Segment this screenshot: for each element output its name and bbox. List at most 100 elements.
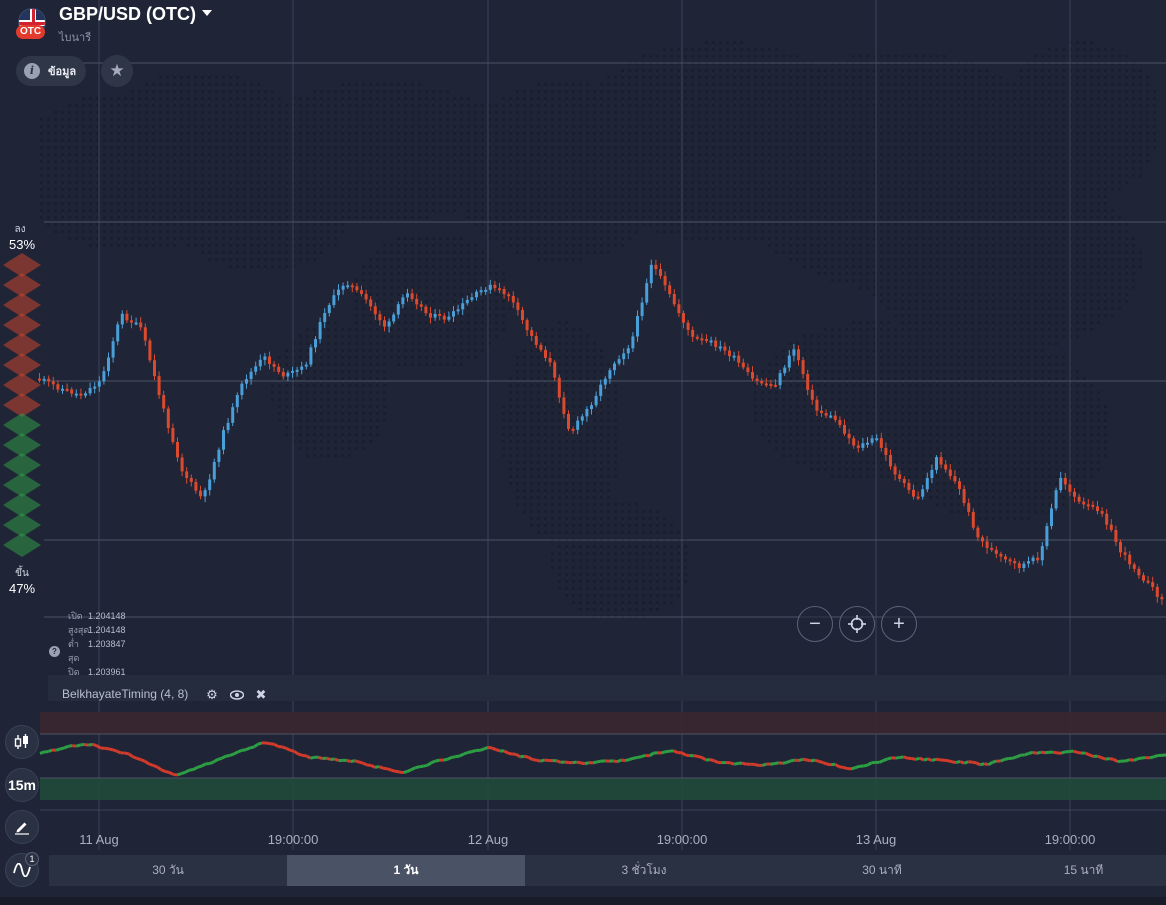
candle-body xyxy=(392,314,396,322)
ohlc-high-value: 1.204148 xyxy=(88,625,126,635)
oscillator-segment xyxy=(459,752,465,758)
candle-body xyxy=(737,355,741,363)
oscillator-segment xyxy=(88,742,93,747)
drawing-tools-button[interactable] xyxy=(5,810,39,844)
candle-body xyxy=(378,314,382,321)
oscillator-segment xyxy=(362,761,368,767)
candle-body xyxy=(705,338,708,341)
candle-body xyxy=(258,359,262,367)
favorite-button[interactable]: ★ xyxy=(101,55,133,87)
oscillator-segment xyxy=(483,745,489,751)
oscillator-segment xyxy=(520,754,525,759)
candle-body xyxy=(935,457,938,470)
candle-body xyxy=(1123,552,1127,555)
zoom-in-button[interactable]: + xyxy=(881,606,917,642)
candle-body xyxy=(162,395,166,409)
candle-body xyxy=(277,366,281,372)
eye-icon[interactable] xyxy=(229,688,245,702)
oscillator-segment xyxy=(564,760,569,765)
close-icon[interactable]: ✖ xyxy=(255,687,267,702)
oscillator-segment xyxy=(992,759,997,764)
period-15-minutes[interactable]: 15 นาที xyxy=(1063,863,1104,877)
candle-body xyxy=(323,313,327,322)
oscillator-segment xyxy=(584,761,590,766)
help-icon[interactable]: ? xyxy=(49,646,60,657)
oscillator-segment xyxy=(233,750,239,756)
sentiment-gauge-segment xyxy=(3,513,41,537)
candle-body xyxy=(180,457,184,472)
asset-selector[interactable]: GBP/USD (OTC) xyxy=(59,4,212,25)
x-axis-label: 12 Aug xyxy=(467,832,509,847)
oscillator-segment xyxy=(47,748,53,754)
candle-body xyxy=(626,348,630,354)
candle-body xyxy=(700,338,704,341)
candle-body xyxy=(65,388,69,391)
indicator-header xyxy=(48,675,1166,701)
oscillator-segment xyxy=(116,749,122,755)
oscillator-segment xyxy=(802,757,808,762)
candle-body xyxy=(419,304,423,307)
sentiment-gauge-segment xyxy=(3,353,41,377)
period-30-minutes[interactable]: 30 นาที xyxy=(862,863,902,877)
oscillator-segment xyxy=(947,759,953,764)
candle-body xyxy=(281,371,285,377)
oscillator-segment xyxy=(1084,751,1090,757)
timeframe-button[interactable]: 15m xyxy=(5,768,39,802)
candle-body xyxy=(433,313,437,318)
oscillator-segment xyxy=(189,768,194,772)
zoom-out-button[interactable]: − xyxy=(797,606,833,642)
chart-type-button[interactable] xyxy=(5,725,39,759)
oscillator-segment xyxy=(1036,750,1042,755)
candle-body xyxy=(166,408,170,429)
period-30-days[interactable]: 30 วัน xyxy=(152,863,184,877)
oscillator-segment xyxy=(1016,753,1022,759)
oscillator-segment xyxy=(963,760,969,765)
oscillator-segment xyxy=(435,758,440,763)
oscillator-segment xyxy=(680,751,687,757)
candle-body xyxy=(599,384,603,396)
info-button[interactable]: i ข้อมูล xyxy=(16,56,87,86)
x-axis-label: 11 Aug xyxy=(79,832,119,847)
plus-icon: + xyxy=(893,612,905,635)
candle-body xyxy=(70,389,74,394)
period-3-hours[interactable]: 3 ชั่วโมง xyxy=(621,863,667,877)
candle-body xyxy=(309,347,313,365)
oscillator-segment xyxy=(293,750,300,756)
oscillator-oversold-band xyxy=(40,778,1166,800)
oscillator-segment xyxy=(374,765,380,769)
oscillator-segment xyxy=(822,761,828,766)
oscillator-segment xyxy=(1133,757,1139,762)
oscillator-segment xyxy=(55,747,61,752)
recenter-button[interactable] xyxy=(839,606,875,642)
oscillator-segment xyxy=(959,760,965,765)
world-map-background xyxy=(40,41,1156,618)
candle-body xyxy=(1132,564,1136,569)
candle-body xyxy=(1109,524,1113,531)
candle-body xyxy=(847,433,851,439)
oscillator-segment xyxy=(1072,749,1078,754)
oscillator-segment xyxy=(1149,755,1155,760)
candle-body xyxy=(594,395,598,406)
oscillator-segment xyxy=(318,755,323,761)
oscillator-segment xyxy=(782,761,787,765)
oscillator-segment xyxy=(495,748,501,753)
oscillator-segment xyxy=(346,758,352,764)
oscillator-segment xyxy=(305,754,312,760)
oscillator-segment xyxy=(394,769,400,774)
oscillator-segment xyxy=(1012,755,1018,760)
gear-icon[interactable]: ⚙ xyxy=(206,687,218,702)
candle-body xyxy=(916,496,920,499)
candle-body xyxy=(189,478,193,482)
candle-body xyxy=(107,357,110,372)
oscillator-segment xyxy=(596,759,602,764)
period-1-day[interactable]: 1 วัน xyxy=(287,855,525,886)
candle-body xyxy=(447,316,451,320)
candle-body xyxy=(571,428,575,431)
x-axis-label: 19:00:00 xyxy=(656,832,708,847)
oscillator-segment xyxy=(225,754,230,758)
oscillator-segment xyxy=(208,760,215,766)
oscillator-segment xyxy=(160,768,166,773)
candle-body xyxy=(640,302,644,317)
